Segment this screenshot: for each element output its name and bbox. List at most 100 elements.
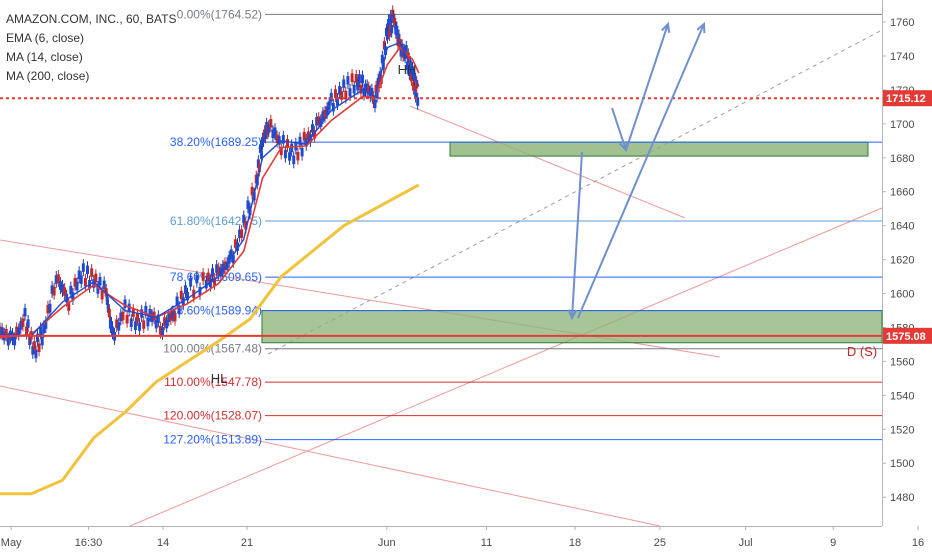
candle-body bbox=[6, 337, 10, 346]
candle-body bbox=[215, 264, 219, 273]
y-tick-label: 1520 bbox=[890, 424, 914, 436]
candle-body bbox=[36, 333, 39, 343]
candle-body bbox=[146, 317, 150, 327]
candle-body bbox=[106, 304, 110, 313]
x-tick-label: Jul bbox=[739, 537, 753, 549]
candle-body bbox=[296, 151, 300, 161]
candle-body bbox=[361, 74, 364, 84]
candle-body bbox=[391, 9, 395, 19]
candle-body bbox=[26, 319, 30, 328]
candle-body bbox=[179, 290, 183, 300]
annotation-label: D (S) bbox=[847, 344, 877, 359]
candle-body bbox=[161, 327, 164, 336]
trendline-hh-red bbox=[409, 105, 686, 219]
candle-body bbox=[275, 134, 279, 144]
candle-body bbox=[213, 277, 217, 286]
candle-body bbox=[290, 143, 294, 153]
x-tick-label: Jun bbox=[378, 537, 396, 549]
candle-body bbox=[288, 152, 292, 161]
annotation-label: HL bbox=[211, 371, 228, 386]
candle-body bbox=[167, 313, 171, 322]
candle-body bbox=[414, 89, 418, 99]
candle-body bbox=[231, 255, 235, 264]
candle-body bbox=[395, 25, 399, 35]
candle-body bbox=[138, 322, 142, 331]
candle-body bbox=[211, 268, 214, 277]
candle-body bbox=[365, 83, 369, 93]
candle-body bbox=[227, 255, 231, 264]
x-tick-label: 14 bbox=[157, 537, 169, 549]
candle-body bbox=[382, 41, 386, 50]
candle-body bbox=[177, 305, 181, 314]
candle-body bbox=[246, 200, 250, 210]
candle-body bbox=[39, 326, 43, 336]
candle-body bbox=[265, 121, 269, 131]
arrow-down-to-zone bbox=[611, 107, 627, 151]
candle-body bbox=[86, 265, 89, 275]
candle-body bbox=[56, 274, 60, 283]
candle-body bbox=[262, 134, 266, 143]
candle-body bbox=[111, 326, 114, 335]
candle-body bbox=[393, 17, 397, 27]
candle-body bbox=[21, 318, 25, 327]
candle-body bbox=[352, 85, 356, 94]
candle-body bbox=[229, 249, 233, 258]
candle-body bbox=[96, 285, 100, 294]
arrow-down-to-demand-head bbox=[567, 309, 578, 321]
candle-body bbox=[136, 313, 139, 322]
fib-label: 61.80%(1642.75) bbox=[170, 214, 262, 228]
arrow-up-from-zone-head bbox=[661, 21, 671, 34]
fib-label: 120.00%(1528.07) bbox=[163, 409, 262, 423]
candle-body bbox=[356, 82, 360, 91]
candle-body bbox=[115, 319, 119, 328]
candle-body bbox=[277, 136, 281, 145]
candle-body bbox=[154, 319, 158, 329]
arrow-up-from-demand bbox=[577, 23, 705, 319]
current-price-badge-text: 1715.12 bbox=[886, 93, 926, 105]
candle-body bbox=[195, 274, 199, 284]
candle-body bbox=[259, 150, 263, 159]
candle-body bbox=[233, 239, 237, 248]
candle-body bbox=[336, 97, 339, 106]
candle-body bbox=[44, 320, 48, 329]
candle-body bbox=[46, 304, 50, 314]
candle-body bbox=[321, 111, 325, 120]
candle-body bbox=[412, 82, 416, 91]
candle-body bbox=[269, 118, 273, 128]
candle-body bbox=[90, 268, 94, 277]
candle-body bbox=[129, 318, 133, 327]
candle-body bbox=[156, 314, 160, 323]
candle-body bbox=[325, 106, 329, 115]
y-tick-label: 1540 bbox=[890, 390, 914, 402]
candle-body bbox=[383, 46, 387, 55]
candle-body bbox=[380, 54, 384, 64]
candle-body bbox=[405, 61, 409, 71]
candle-body bbox=[189, 278, 193, 287]
candle-body bbox=[37, 343, 41, 352]
candle-body bbox=[65, 293, 69, 303]
ma14-line bbox=[0, 46, 420, 339]
legend: AMAZON.COM, INC., 60, BATS EMA (6, close… bbox=[6, 10, 176, 86]
candle-body bbox=[102, 280, 106, 290]
candle-body bbox=[92, 279, 96, 288]
candle-body bbox=[42, 324, 46, 334]
ma200-line bbox=[0, 183, 420, 496]
candle-body bbox=[409, 72, 413, 82]
candle-body bbox=[264, 130, 268, 139]
candle-body bbox=[283, 149, 287, 159]
candle-body bbox=[105, 296, 109, 306]
candle-body bbox=[169, 312, 173, 321]
x-tick-label: 21 bbox=[241, 537, 253, 549]
candle-body bbox=[201, 272, 205, 281]
candle-body bbox=[333, 89, 337, 98]
candle-body bbox=[300, 147, 304, 157]
candle-body bbox=[399, 48, 403, 57]
x-tick-label: 9 bbox=[830, 537, 836, 549]
candle-body bbox=[286, 139, 289, 148]
candle-body bbox=[323, 109, 327, 119]
arrow-up-from-demand-head bbox=[696, 21, 706, 34]
candle-body bbox=[279, 146, 283, 156]
candle-body bbox=[40, 336, 44, 346]
candle-body bbox=[342, 79, 346, 88]
